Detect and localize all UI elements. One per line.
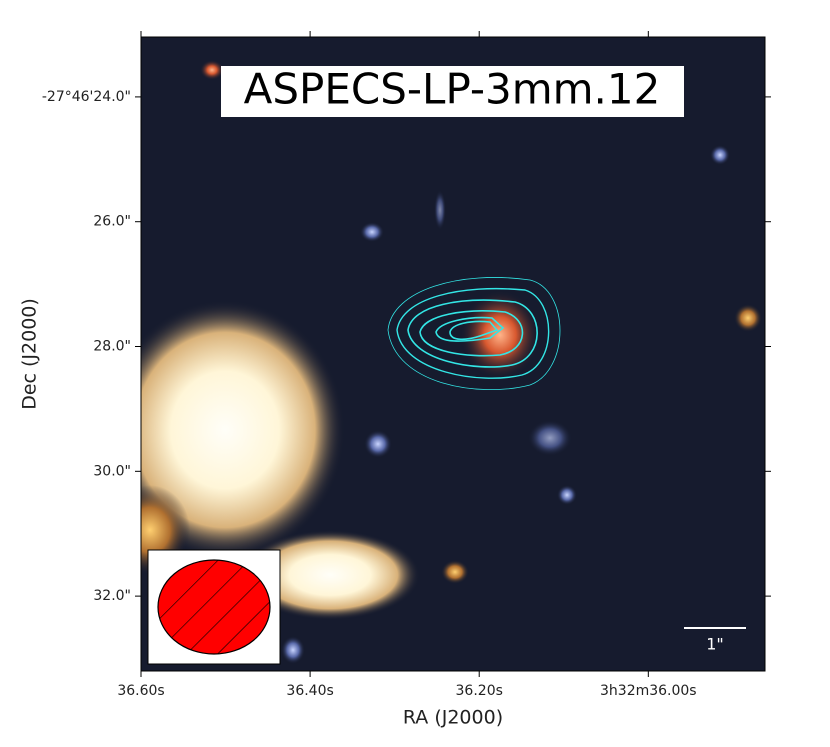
y-tick-label: 28.0" xyxy=(93,339,131,355)
title-box xyxy=(221,66,684,117)
contours xyxy=(387,277,561,391)
beam xyxy=(157,559,271,655)
y-tick-label: 32.0" xyxy=(93,588,131,604)
x-tick-label: 3h32m36.00s xyxy=(600,683,697,699)
chart-title: ASPECS-LP-3mm.12 xyxy=(244,65,661,114)
frame xyxy=(140,36,766,672)
x-tick-label: 36.60s xyxy=(117,683,164,699)
y-tick-label: -27°46'24.0" xyxy=(42,89,131,105)
x-axis-label: RA (J2000) xyxy=(403,707,503,729)
y-axis-label: Dec (J2000) xyxy=(19,298,41,410)
x-tick-label: 36.20s xyxy=(456,683,503,699)
scale-bar-label: 1" xyxy=(706,635,724,654)
y-tick-label: 26.0" xyxy=(93,214,131,230)
x-tick-label: 36.40s xyxy=(286,683,333,699)
y-tick-label: 30.0" xyxy=(93,463,131,479)
